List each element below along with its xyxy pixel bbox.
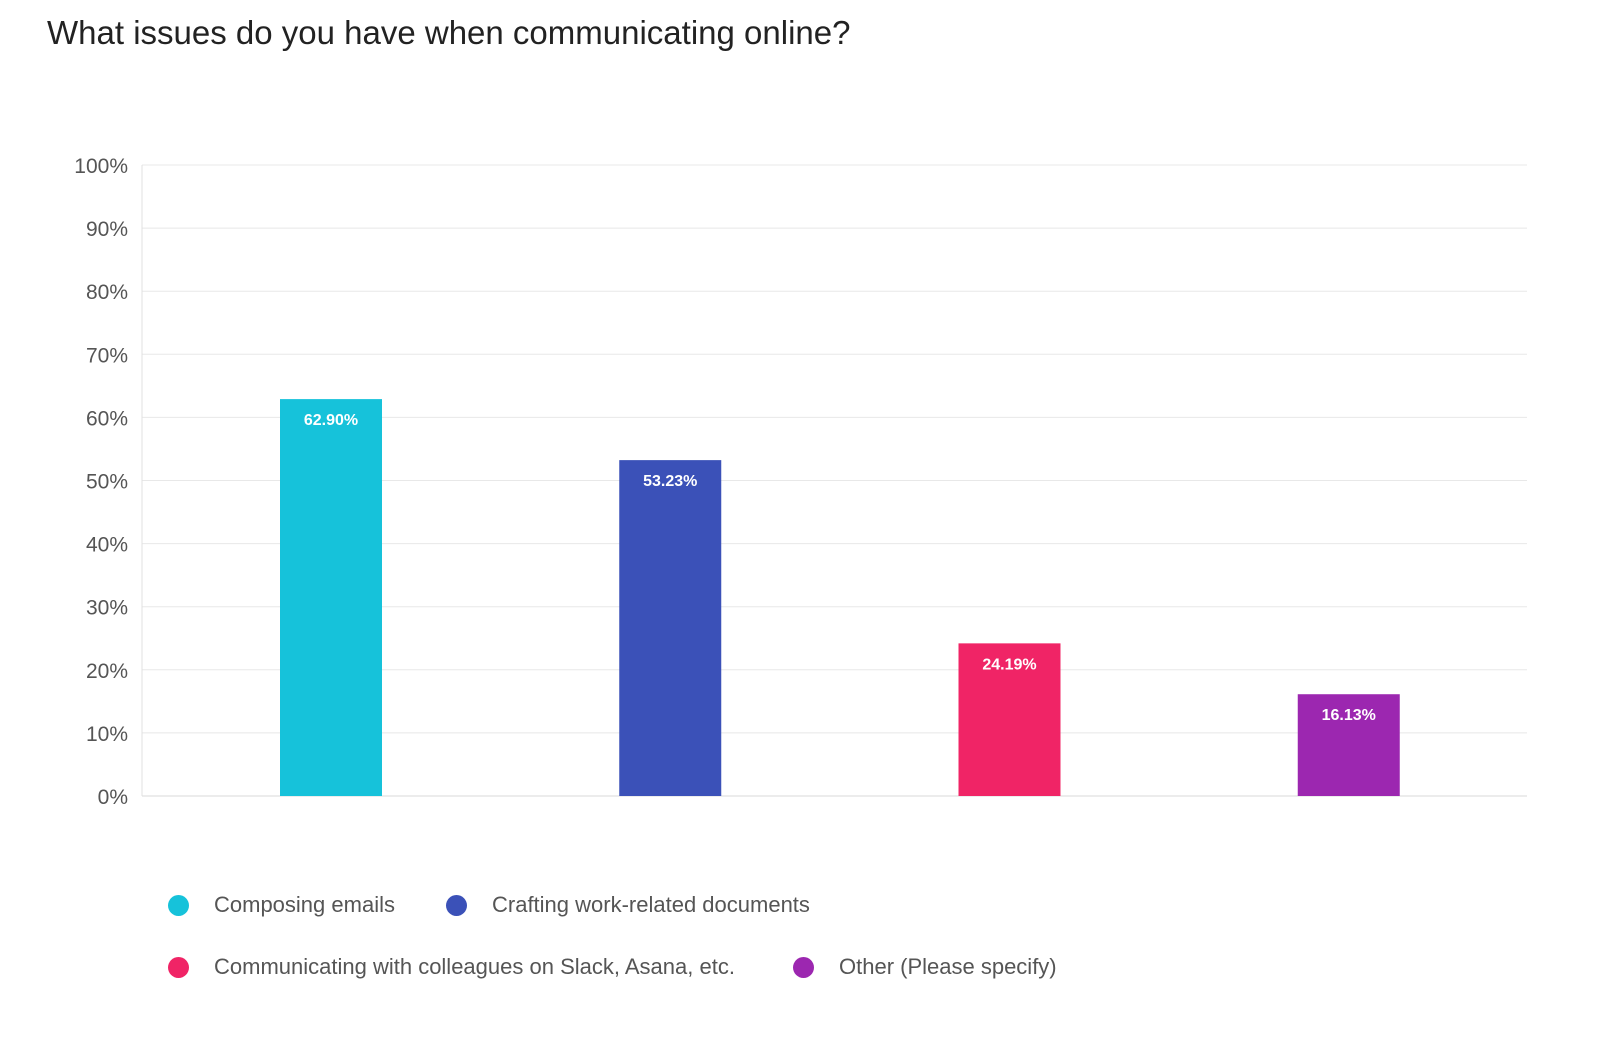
y-tick-label: 80%	[86, 281, 128, 304]
y-tick-label: 70%	[86, 344, 128, 367]
legend-dot-icon	[168, 894, 189, 916]
bar	[958, 643, 1061, 796]
legend-item-other[interactable]: Other (Please specify)	[793, 954, 1057, 980]
bar-data-label: 24.19%	[982, 656, 1036, 673]
legend-dot-icon	[446, 894, 467, 916]
bar-data-label: 16.13%	[1322, 707, 1376, 724]
legend-item-crafting-documents[interactable]: Crafting work-related documents	[446, 892, 810, 918]
bar-chart: 0% 10% 20% 30% 40% 50% 60% 70% 80% 90% 100% 62.90% 5…	[74, 155, 1527, 809]
bar-data-label: 53.23%	[643, 473, 697, 490]
bar	[619, 460, 722, 796]
y-tick-label: 10%	[86, 723, 128, 746]
y-tick-label: 20%	[86, 660, 128, 683]
chart-title: What issues do you have when communicati…	[47, 14, 851, 51]
y-tick-label: 40%	[86, 534, 128, 557]
legend-item-communicating-colleagues[interactable]: Communicating with colleagues on Slack, …	[168, 954, 735, 980]
y-tick-label: 30%	[86, 597, 128, 620]
y-tick-label: 60%	[86, 407, 128, 430]
legend-label: Other (Please specify)	[839, 954, 1057, 979]
bar	[1297, 694, 1400, 796]
y-tick-label: 50%	[86, 471, 128, 494]
bar-data-label: 62.90%	[304, 412, 358, 429]
y-tick-label: 90%	[86, 218, 128, 241]
y-tick-label: 0%	[98, 786, 128, 809]
y-tick-label: 100%	[74, 155, 128, 178]
bar	[280, 399, 382, 796]
legend-item-composing-emails[interactable]: Composing emails	[168, 892, 395, 918]
legend-dot-icon	[793, 956, 814, 978]
legend-label: Composing emails	[214, 892, 395, 917]
legend-label: Communicating with colleagues on Slack, …	[214, 954, 735, 979]
legend-label: Crafting work-related documents	[492, 892, 810, 917]
legend-dot-icon	[168, 956, 189, 978]
